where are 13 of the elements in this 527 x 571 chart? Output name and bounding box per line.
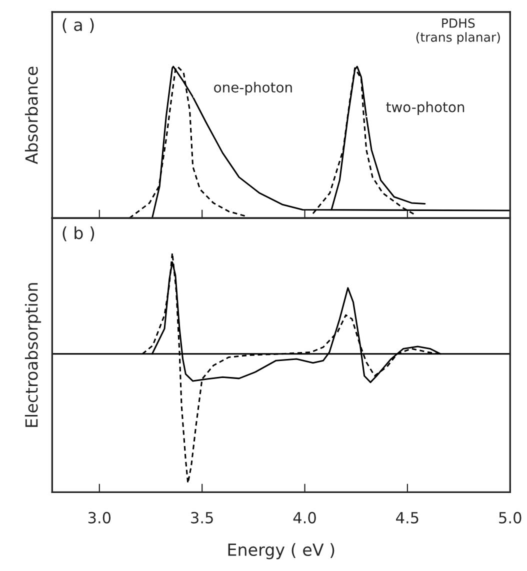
y-axis-title: Electroabsorption bbox=[24, 283, 42, 427]
text: PDHS (trans planar) bbox=[416, 18, 500, 44]
text: ( b ) bbox=[62, 226, 94, 242]
x-tick-label: 4.0 bbox=[293, 512, 316, 524]
x-tick-label: 3.0 bbox=[88, 512, 111, 524]
text: ( a ) bbox=[62, 18, 94, 34]
x-tick-label: 4.5 bbox=[396, 512, 418, 524]
annotation: one-photon bbox=[214, 82, 292, 96]
annotation: two-photon bbox=[386, 102, 464, 115]
x-axis-title: Energy ( eV ) bbox=[228, 543, 334, 560]
x-tick-label: 3.5 bbox=[191, 512, 213, 524]
x-tick-label: 5.0 bbox=[499, 512, 522, 524]
y-axis-title: Absorbance bbox=[24, 66, 38, 164]
